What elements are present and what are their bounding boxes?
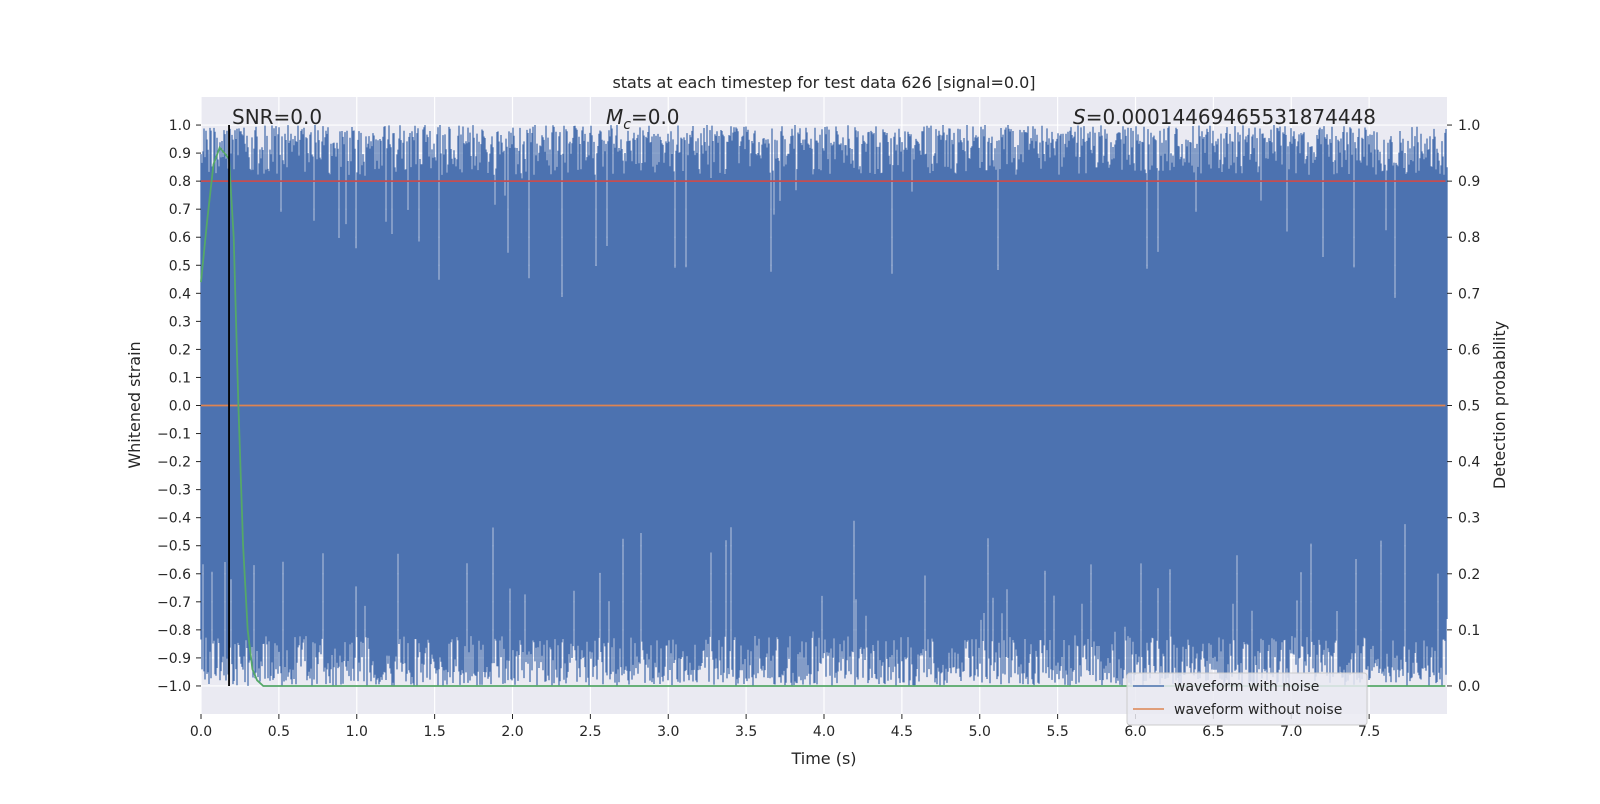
- y-axis-label: Whitened strain: [125, 341, 144, 468]
- y-tick-label: −0.3: [157, 483, 191, 499]
- y-tick-label: −0.4: [157, 511, 191, 527]
- x-tick-label: 6.0: [1124, 724, 1146, 740]
- x-tick-label: 4.5: [891, 724, 913, 740]
- y2-tick-label: 0.0: [1458, 679, 1480, 695]
- y-tick-label: −0.2: [157, 455, 191, 471]
- y2-tick-label: 0.4: [1458, 455, 1480, 471]
- x-tick-label: 7.5: [1358, 724, 1380, 740]
- y-tick-label: 0.7: [169, 202, 191, 218]
- legend-box: [1126, 672, 1368, 726]
- x-axis-label: Time (s): [790, 749, 856, 768]
- y2-tick-label: 1.0: [1458, 118, 1480, 134]
- legend: waveform with noise waveform without noi…: [1126, 672, 1368, 726]
- y-tick-label: 0.6: [169, 230, 191, 246]
- chart-title: stats at each timestep for test data 626…: [612, 73, 1035, 92]
- legend-label-clean: waveform without noise: [1174, 702, 1342, 718]
- y2-tick-label: 0.3: [1458, 511, 1480, 527]
- y2-tick-label: 0.7: [1458, 286, 1480, 302]
- x-tick-label: 1.5: [423, 724, 445, 740]
- annotation-mc-value: =0.0: [631, 105, 680, 129]
- y-tick-label: −0.8: [157, 623, 191, 639]
- y2-tick-label: 0.1: [1458, 623, 1480, 639]
- x-tick-label: 5.0: [969, 724, 991, 740]
- y-tick-label: −1.0: [157, 679, 191, 695]
- x-tick-label: 2.5: [579, 724, 601, 740]
- annotation-mc-symbol: M: [606, 105, 623, 129]
- y-tick-label: −0.5: [157, 539, 191, 555]
- axes: 0.0 0.5 1.0 1.5 2.0 2.5 3.0 3.5 4.0 4.5 5.0 5.5 6.0 6…: [157, 118, 1480, 740]
- y-tick-label: 0.5: [169, 258, 191, 274]
- detection-probability-line: [200, 145, 1446, 687]
- y-tick-label: 0.8: [169, 174, 191, 190]
- annotation-mc-sub: c: [623, 117, 631, 133]
- x-tick-label: 5.5: [1046, 724, 1068, 740]
- y-tick-label: 0.3: [169, 314, 191, 330]
- y-tick-label: −0.7: [157, 595, 191, 611]
- y-tick-label: −0.9: [157, 651, 191, 667]
- x-tick-label: 6.5: [1202, 724, 1224, 740]
- y-tick-label: −0.1: [157, 427, 191, 443]
- y-tick-label: 0.9: [169, 146, 191, 162]
- y2-tick-label: 0.2: [1458, 567, 1480, 583]
- y-tick-label: 0.0: [169, 399, 191, 415]
- y2-tick-label: 0.6: [1458, 342, 1480, 358]
- x-tick-label: 4.0: [813, 724, 835, 740]
- y2-tick-label: 0.8: [1458, 230, 1480, 246]
- y-tick-label: 0.2: [169, 342, 191, 358]
- annotation-mc: Mc=0.0: [606, 105, 680, 133]
- y2-tick-label: 0.9: [1458, 174, 1480, 190]
- y2-tick-label: 0.5: [1458, 399, 1480, 415]
- x-tick-label: 0.0: [190, 724, 212, 740]
- x-tick-label: 2.0: [501, 724, 523, 740]
- annotation-s-value: =0.00014469465531874448: [1086, 105, 1376, 129]
- y-tick-label: 0.1: [169, 370, 191, 386]
- x-tick-label: 0.5: [268, 724, 290, 740]
- x-tick-label: 3.5: [735, 724, 757, 740]
- y-tick-label: −0.6: [157, 567, 191, 583]
- y2-axis-label: Detection probability: [1490, 321, 1509, 489]
- x-tick-label: 7.0: [1280, 724, 1302, 740]
- annotation-snr: SNR=0.0: [232, 105, 322, 129]
- x-tick-label: 1.0: [346, 724, 368, 740]
- y-tick-label: 1.0: [169, 118, 191, 134]
- legend-label-noise: waveform with noise: [1174, 679, 1319, 695]
- annotation-s: S=0.00014469465531874448: [1073, 105, 1376, 129]
- annotation-s-symbol: S: [1073, 105, 1086, 129]
- x-tick-label: 3.0: [657, 724, 679, 740]
- y-tick-label: 0.4: [169, 286, 191, 302]
- series-lines: [200, 125, 1446, 687]
